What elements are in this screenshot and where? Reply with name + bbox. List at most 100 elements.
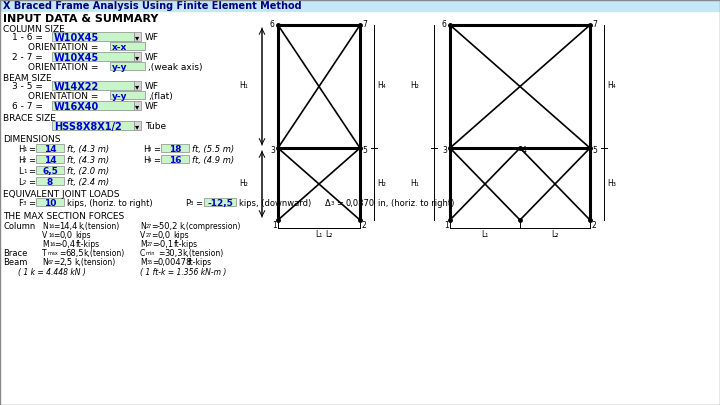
Text: 3: 3 <box>331 201 335 206</box>
Text: N: N <box>42 258 48 267</box>
Text: 3: 3 <box>190 201 194 206</box>
Text: H₁: H₁ <box>410 179 419 188</box>
Text: =: = <box>54 240 60 249</box>
Bar <box>52 32 134 41</box>
Text: max: max <box>47 251 58 256</box>
Text: 2 - 7 =: 2 - 7 = <box>12 53 42 62</box>
Text: -12,5: -12,5 <box>207 199 233 208</box>
Text: 2: 2 <box>23 158 27 163</box>
Text: 6,5: 6,5 <box>42 167 58 176</box>
Text: 16: 16 <box>168 156 181 165</box>
Text: Column: Column <box>3 222 35 231</box>
Text: -0,4: -0,4 <box>60 240 76 249</box>
Text: =: = <box>153 145 160 154</box>
Text: V: V <box>42 231 48 240</box>
Text: 0,00478: 0,00478 <box>158 258 192 267</box>
Text: 0,0870: 0,0870 <box>345 199 374 208</box>
Text: 27: 27 <box>146 233 152 238</box>
Text: 16: 16 <box>49 242 55 247</box>
Text: =: = <box>28 145 35 154</box>
Text: Δ: Δ <box>325 199 330 208</box>
Text: ▾: ▾ <box>135 33 139 42</box>
Text: H: H <box>18 156 24 165</box>
Text: ,(weak axis): ,(weak axis) <box>148 63 202 72</box>
Text: =: = <box>53 231 59 240</box>
Text: =: = <box>53 258 59 267</box>
Text: k,(tension): k,(tension) <box>74 258 115 267</box>
Text: 67: 67 <box>48 260 54 265</box>
Bar <box>134 121 141 130</box>
Text: 27: 27 <box>147 242 153 247</box>
Text: kips, (horiz. to right): kips, (horiz. to right) <box>67 199 153 208</box>
Text: THE MAX SECTION FORCES: THE MAX SECTION FORCES <box>3 212 125 221</box>
Text: 2,5: 2,5 <box>59 258 72 267</box>
Bar <box>36 144 64 152</box>
Text: ft, (5.5 m): ft, (5.5 m) <box>192 145 234 154</box>
Bar <box>52 101 134 110</box>
Text: W16X40: W16X40 <box>54 102 99 112</box>
Text: L₂: L₂ <box>552 230 559 239</box>
Text: =: = <box>151 222 158 231</box>
Text: =: = <box>28 199 35 208</box>
Text: F: F <box>18 199 23 208</box>
Text: 3: 3 <box>23 201 27 206</box>
Text: 0,0: 0,0 <box>59 231 72 240</box>
Text: =: = <box>153 156 160 165</box>
Text: 14,4: 14,4 <box>59 222 77 231</box>
Text: 6: 6 <box>270 20 275 29</box>
Text: 2: 2 <box>362 221 366 230</box>
Text: HSS8X8X1/2: HSS8X8X1/2 <box>54 122 122 132</box>
Text: 3: 3 <box>442 146 447 155</box>
Text: k,(compression): k,(compression) <box>179 222 240 231</box>
Text: Brace: Brace <box>3 249 27 258</box>
Text: 4: 4 <box>148 158 151 163</box>
Text: 1 - 6 =: 1 - 6 = <box>12 33 43 42</box>
Text: WF: WF <box>145 102 159 111</box>
Text: ORIENTATION =: ORIENTATION = <box>28 63 99 72</box>
Text: V: V <box>140 231 145 240</box>
Text: W14X22: W14X22 <box>54 82 99 92</box>
Text: 2: 2 <box>23 180 27 185</box>
Text: ft, (4.9 m): ft, (4.9 m) <box>192 156 234 165</box>
Text: 4: 4 <box>522 146 527 155</box>
Text: T: T <box>42 249 47 258</box>
Text: k,(tension): k,(tension) <box>78 222 120 231</box>
Text: L: L <box>18 167 22 176</box>
Text: min: min <box>146 251 156 256</box>
Text: 14: 14 <box>44 156 56 165</box>
Text: 16: 16 <box>48 224 54 229</box>
Text: 68,5: 68,5 <box>65 249 84 258</box>
Text: -50,2: -50,2 <box>157 222 179 231</box>
Bar <box>110 42 145 50</box>
Bar <box>0 0 720 12</box>
Text: 5: 5 <box>362 146 367 155</box>
Bar <box>110 62 145 70</box>
Text: 7: 7 <box>362 20 367 29</box>
Text: ▾: ▾ <box>135 102 139 111</box>
Text: k,(tension): k,(tension) <box>182 249 223 258</box>
Bar <box>161 144 189 152</box>
Bar <box>36 177 64 185</box>
Text: ORIENTATION =: ORIENTATION = <box>28 92 99 101</box>
Text: =: = <box>53 222 59 231</box>
Text: 3: 3 <box>270 146 275 155</box>
Text: INPUT DATA & SUMMARY: INPUT DATA & SUMMARY <box>3 14 158 24</box>
Text: ft, (2.0 m): ft, (2.0 m) <box>67 167 109 176</box>
Text: H₄: H₄ <box>377 81 386 90</box>
Bar <box>52 81 134 90</box>
Text: W10X45: W10X45 <box>54 53 99 63</box>
Text: 1: 1 <box>272 221 276 230</box>
Text: Tube: Tube <box>145 122 166 131</box>
Text: =: = <box>59 249 66 258</box>
Text: ▾: ▾ <box>135 82 139 91</box>
Text: 18: 18 <box>168 145 181 154</box>
Bar <box>36 166 64 174</box>
Text: WF: WF <box>145 82 159 91</box>
Bar <box>134 52 141 61</box>
Bar <box>134 81 141 90</box>
Text: =: = <box>28 167 35 176</box>
Text: WF: WF <box>145 33 159 42</box>
Text: ft, (4.3 m): ft, (4.3 m) <box>67 156 109 165</box>
Text: =: = <box>195 199 202 208</box>
Text: =: = <box>158 249 164 258</box>
